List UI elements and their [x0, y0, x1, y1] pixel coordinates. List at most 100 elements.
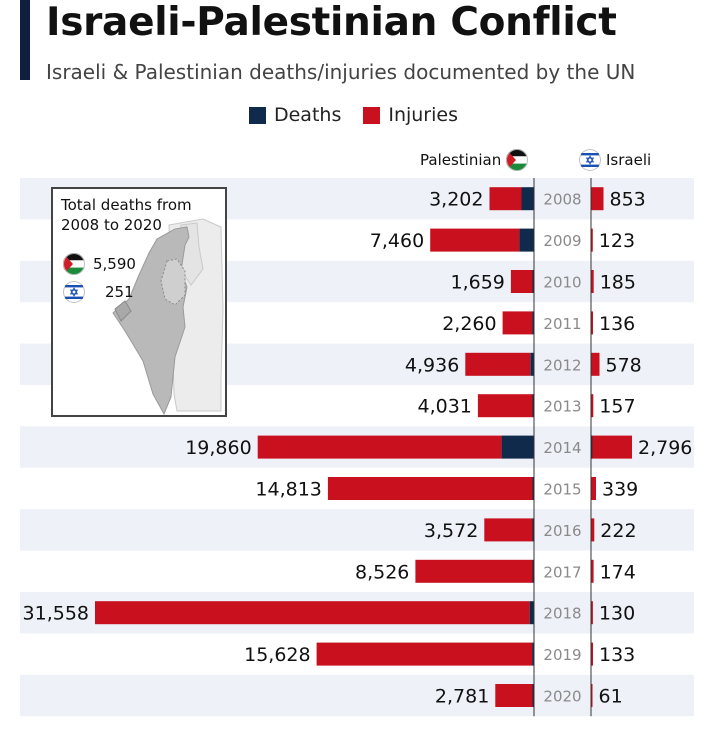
israeli-injuries-bar	[591, 559, 594, 583]
israeli-value-label: 133	[599, 644, 635, 666]
israeli-column-header: Israeli	[579, 149, 651, 171]
palestinian-value-label: 1,659	[450, 272, 504, 294]
palestinian-injuries-bar	[495, 684, 533, 707]
year-label: 2008	[543, 191, 581, 209]
palestinian-deaths-bar	[532, 394, 534, 418]
palestine-flag-icon-small	[63, 253, 85, 275]
palestinian-deaths-bar	[532, 477, 534, 500]
israeli-injuries-bar	[591, 270, 594, 293]
palestinian-deaths-bar	[501, 435, 534, 459]
israeli-injuries-bar	[591, 435, 632, 459]
israeli-value-label: 185	[600, 272, 636, 294]
israeli-injuries-bar	[591, 228, 593, 252]
inset-title-line-1: Total deaths from	[61, 196, 192, 214]
chart-title: Israeli-Palestinian Conflict	[46, 0, 617, 45]
palestinian-injuries-bar	[430, 228, 520, 252]
israeli-injuries-bar	[591, 352, 600, 376]
palestinian-injuries-bar	[510, 270, 533, 293]
israeli-deaths-bar	[591, 435, 593, 459]
palestinian-value-label: 31,558	[23, 603, 89, 625]
palestinian-value-label: 14,813	[255, 479, 321, 501]
year-label: 2020	[543, 688, 581, 706]
inset-title-line-2: 2008 to 2020	[61, 216, 162, 234]
israel-flag-icon	[579, 149, 601, 171]
israel-map-silhouette	[112, 218, 224, 415]
israeli-value-label: 174	[600, 561, 636, 583]
year-label: 2014	[543, 439, 581, 457]
israeli-value-label: 853	[610, 189, 646, 211]
year-label: 2015	[543, 481, 581, 499]
legend-label-injuries: Injuries	[388, 104, 458, 126]
palestinian-value-label: 8,526	[355, 561, 409, 583]
row-stripe	[20, 674, 694, 717]
palestinian-deaths-bar	[519, 228, 534, 252]
palestinian-value-label: 7,460	[370, 230, 424, 252]
palestinian-value-label: 4,936	[405, 354, 459, 376]
palestinian-deaths-bar	[532, 518, 534, 542]
palestinian-injuries-bar	[502, 311, 533, 335]
palestinian-injuries-bar	[257, 435, 502, 459]
palestinian-injuries-bar	[477, 394, 533, 418]
inset-palestinian-total: 5,590	[63, 253, 136, 275]
palestinian-deaths-bar	[532, 559, 534, 583]
legend-label-deaths: Deaths	[273, 104, 342, 126]
palestinian-deaths-bar	[532, 684, 534, 707]
israeli-value-label: 222	[600, 520, 636, 542]
palestinian-column-header: Palestinian	[420, 149, 529, 171]
israeli-value-label: 578	[606, 354, 642, 376]
palestinian-deaths-bar	[521, 187, 534, 211]
year-label: 2019	[543, 646, 581, 664]
israeli-value-label: 130	[599, 603, 635, 625]
israeli-injuries-bar	[591, 642, 593, 666]
palestinian-injuries-bar	[465, 352, 531, 376]
israeli-value-label: 123	[599, 230, 635, 252]
legend: Deaths Injuries	[0, 104, 707, 126]
israeli-total-value: 251	[105, 283, 134, 301]
palestinian-value-label: 2,781	[435, 686, 489, 708]
israeli-injuries-bar	[591, 311, 593, 335]
legend-swatch-deaths	[248, 106, 266, 124]
year-label: 2013	[543, 398, 581, 416]
palestinian-value-label: 3,202	[429, 189, 483, 211]
palestinian-value-label: 19,860	[185, 437, 251, 459]
israeli-value-label: 2,796	[638, 437, 692, 459]
palestinian-deaths-bar	[532, 270, 534, 293]
palestinian-injuries-bar	[327, 477, 533, 500]
israel-flag-icon-small	[63, 281, 85, 303]
year-label: 2016	[543, 522, 581, 540]
palestinian-injuries-bar	[415, 559, 533, 583]
palestinian-value-label: 4,031	[417, 396, 471, 418]
legend-swatch-injuries	[363, 106, 381, 124]
israeli-column-label: Israeli	[606, 151, 652, 169]
palestinian-deaths-bar	[532, 311, 534, 335]
total-deaths-inset: Total deaths from 2008 to 2020 5,590 2	[51, 187, 227, 417]
chart-subtitle: Israeli & Palestinian deaths/injuries do…	[46, 60, 636, 84]
palestinian-total-value: 5,590	[93, 255, 136, 273]
year-label: 2010	[543, 274, 581, 292]
palestinian-column-label: Palestinian	[420, 151, 502, 169]
palestinian-injuries-bar	[95, 601, 530, 625]
palestinian-injuries-bar	[316, 642, 533, 666]
palestinian-injuries-bar	[489, 187, 522, 211]
israeli-value-label: 339	[602, 479, 638, 501]
israeli-value-label: 136	[599, 313, 635, 335]
legend-item-injuries: Injuries	[363, 104, 458, 126]
palestinian-value-label: 15,628	[244, 644, 310, 666]
palestinian-value-label: 3,572	[424, 520, 478, 542]
israeli-value-label: 157	[599, 396, 635, 418]
inset-israeli-total: 251	[63, 281, 134, 303]
palestinian-deaths-bar	[530, 352, 534, 376]
israeli-injuries-bar	[591, 684, 593, 707]
row-stripe	[20, 509, 694, 551]
palestinian-deaths-bar	[529, 601, 534, 625]
palestinian-injuries-bar	[484, 518, 533, 542]
year-label: 2018	[543, 605, 581, 623]
legend-item-deaths: Deaths	[248, 104, 342, 126]
palestine-flag-icon	[506, 149, 529, 171]
palestinian-value-label: 2,260	[442, 313, 496, 335]
palestinian-deaths-bar	[532, 642, 534, 666]
israeli-injuries-bar	[591, 477, 596, 500]
title-accent-bar	[20, 0, 30, 80]
year-label: 2012	[543, 356, 581, 374]
year-label: 2011	[543, 315, 581, 333]
